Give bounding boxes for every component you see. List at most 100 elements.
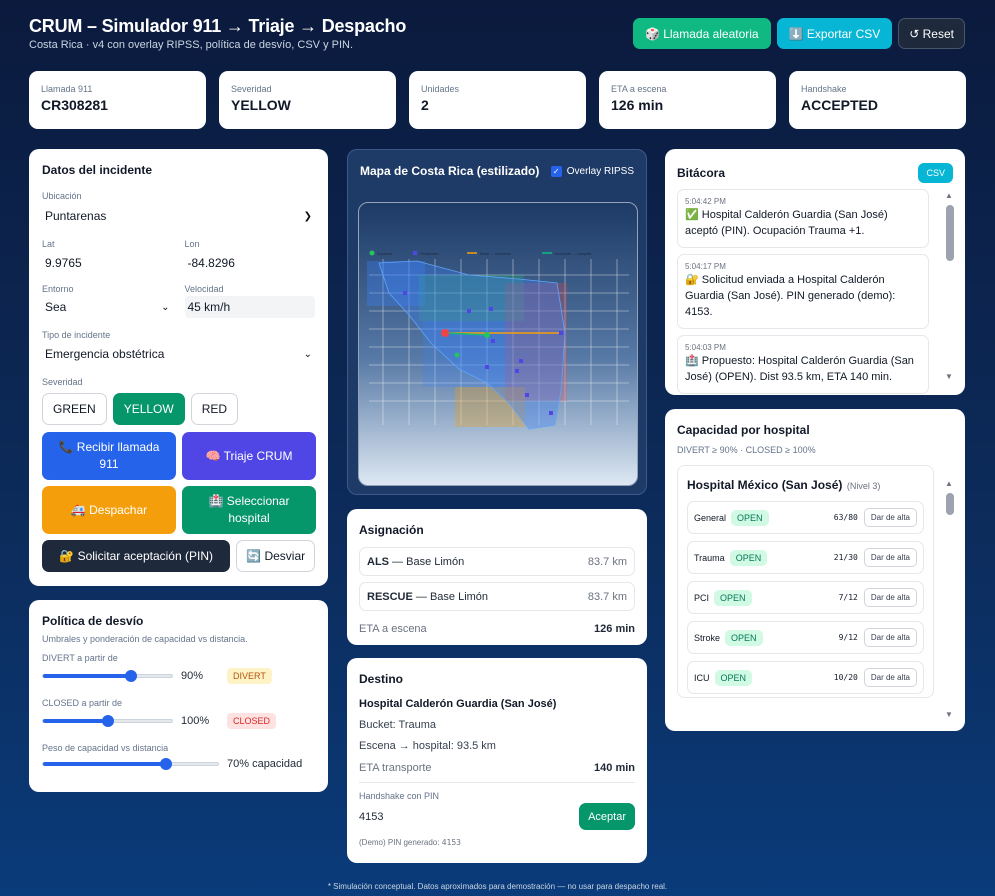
status-badge: OPEN xyxy=(725,629,763,646)
location-select[interactable]: Puntarenas ❯ xyxy=(42,205,315,227)
lat-input[interactable]: 9.9765 xyxy=(42,252,173,274)
dept-ratio: 7/12 xyxy=(838,593,858,602)
legend-incident-label: Sucesos xyxy=(377,251,392,256)
closed-slider-fill xyxy=(43,719,108,723)
request-pin-button[interactable]: 🔐 Solicitar aceptación (PIN) xyxy=(42,540,231,572)
hospital-name: Hospital México (San José) xyxy=(687,478,843,492)
discharge-button[interactable]: Dar de alta xyxy=(863,508,917,527)
dept-name: PCI xyxy=(694,592,710,603)
dispatch-button[interactable]: 🚑 Despachar xyxy=(42,486,176,534)
discharge-button[interactable]: Dar de alta xyxy=(863,628,917,647)
weight-slider[interactable] xyxy=(42,758,219,770)
incident-title: Datos del incidente xyxy=(42,163,153,177)
incident-type-select[interactable]: Emergencia obstétrica ⌄ xyxy=(42,343,315,365)
capacity-scrollbar[interactable]: ▲ ▼ xyxy=(944,479,954,719)
closed-slider-knob[interactable] xyxy=(101,715,114,727)
scene-to-hospital: Escena → hospital: 93.5 km xyxy=(359,740,496,752)
unit-row: ALS — Base Limón 83.7 km xyxy=(359,547,635,576)
speed-value: 45 km/h xyxy=(187,300,231,314)
export-csv-button[interactable]: ⬇️ Exportar CSV xyxy=(776,18,893,49)
incident-type-value: Emergencia obstétrica xyxy=(45,347,165,361)
speed-input[interactable]: 45 km/h xyxy=(184,296,315,318)
closed-slider[interactable] xyxy=(42,715,173,727)
legend-hospital-icon xyxy=(413,251,417,255)
lat-value: 9.9765 xyxy=(45,256,82,270)
map-card: Mapa de Costa Rica (estilizado) ✓ Overla… xyxy=(347,149,647,495)
transport-eta-label: ETA transporte xyxy=(359,762,432,774)
pin-note: (Demo) PIN generado: 4153 xyxy=(359,838,635,847)
severity-yellow-button[interactable]: YELLOW xyxy=(112,393,185,425)
lon-input[interactable]: -84.8296 xyxy=(185,252,316,274)
log-scrollbar[interactable]: ▲ ▼ xyxy=(944,191,954,381)
weight-slider-knob[interactable] xyxy=(159,758,172,770)
assignment-eta-value: 126 min xyxy=(594,623,635,635)
discharge-button[interactable]: Dar de alta xyxy=(863,588,917,607)
discharge-button[interactable]: Dar de alta xyxy=(863,548,917,567)
weight-value: 70% capacidad xyxy=(227,758,303,770)
speed-label: Velocidad xyxy=(184,284,224,294)
unit-distance: 83.7 km xyxy=(587,590,627,603)
hospital-destination-marker[interactable] xyxy=(484,332,490,338)
status-badge: OPEN xyxy=(714,669,753,686)
severity-toggle-group: GREEN YELLOW RED xyxy=(42,393,315,425)
log-card: Bitácora CSV 5:04:42 PM ✅ Hospital Calde… xyxy=(665,149,965,395)
log-csv-button[interactable]: CSV xyxy=(918,163,953,183)
dept-row: PCI OPEN 7/12 Dar de alta xyxy=(687,581,924,614)
log-time: 5:04:17 PM xyxy=(685,261,726,271)
reset-button[interactable]: ↺ Reset xyxy=(898,18,965,49)
scroll-thumb[interactable] xyxy=(946,205,954,261)
severity-red-button[interactable]: RED xyxy=(190,393,239,425)
severity-label: Severidad xyxy=(42,377,83,387)
map-canvas[interactable]: Sucesos Hospitales Base → incidente Inci… xyxy=(358,202,638,486)
divert-value: 90% xyxy=(181,670,204,682)
log-list: 5:04:42 PM ✅ Hospital Calderón Guardia (… xyxy=(677,189,953,394)
triage-button[interactable]: 🧠 Triaje CRUM xyxy=(182,432,316,480)
checkbox-checked-icon[interactable]: ✓ xyxy=(550,165,562,177)
stat-label: Llamada 911 xyxy=(41,84,93,94)
legend-incident-icon xyxy=(369,250,375,256)
overlay-ripss-toggle[interactable]: ✓ Overlay RIPSS xyxy=(550,165,634,177)
divert-badge: DIVERT xyxy=(227,668,272,684)
incident-marker[interactable] xyxy=(441,329,449,337)
severity-green-button[interactable]: GREEN xyxy=(42,393,107,425)
closed-badge: CLOSED xyxy=(227,713,277,729)
unit-type: ALS xyxy=(367,555,389,568)
env-select[interactable]: Sea ⌄ xyxy=(42,296,173,318)
stat-call: Llamada 911 CR308281 xyxy=(29,71,206,129)
location-value: Puntarenas xyxy=(45,209,107,223)
accept-button[interactable]: Aceptar xyxy=(579,803,635,830)
stat-severity: Severidad YELLOW xyxy=(219,71,396,129)
scroll-down-icon[interactable]: ▼ xyxy=(945,372,953,381)
policy-subtitle: Umbrales y ponderación de capacidad vs d… xyxy=(42,634,248,644)
random-call-button[interactable]: 🎲 Llamada aleatoria xyxy=(632,18,771,49)
lon-value: -84.8296 xyxy=(187,256,235,270)
scroll-up-icon[interactable]: ▲ xyxy=(945,479,953,488)
divert-slider[interactable] xyxy=(42,670,173,682)
scroll-down-icon[interactable]: ▼ xyxy=(945,710,953,719)
map-title: Mapa de Costa Rica (estilizado) xyxy=(360,164,540,178)
handshake-label: Handshake con PIN xyxy=(359,791,440,801)
scroll-up-icon[interactable]: ▲ xyxy=(945,191,953,200)
map-svg: Sucesos Hospitales Base → incidente Inci… xyxy=(367,250,629,430)
receive-call-button[interactable]: 📞 Recibir llamada 911 xyxy=(42,432,176,480)
capacity-card: Capacidad por hospital DIVERT ≥ 90% · CL… xyxy=(665,409,965,731)
discharge-button[interactable]: Dar de alta xyxy=(863,668,917,687)
dept-ratio: 9/12 xyxy=(838,633,858,642)
divert-slider-knob[interactable] xyxy=(124,670,137,682)
unit-type: RESCUE xyxy=(367,590,413,603)
pin-input[interactable]: 4153 xyxy=(359,810,384,823)
stat-value: YELLOW xyxy=(231,97,291,113)
log-entry: 5:04:42 PM ✅ Hospital Calderón Guardia (… xyxy=(677,189,929,248)
scroll-thumb[interactable] xyxy=(946,493,954,515)
log-entry: 5:04:03 PM 🏥 Propuesto: Hospital Calderó… xyxy=(677,334,929,394)
lat-label: Lat xyxy=(42,239,55,249)
weight-label: Peso de capacidad vs distancia xyxy=(42,743,169,753)
destination-title: Destino xyxy=(359,672,404,686)
stat-value: 126 min xyxy=(611,97,664,113)
select-hospital-button[interactable]: 🏥 Seleccionar hospital xyxy=(182,486,316,534)
dept-row: Trauma OPEN 21/30 Dar de alta xyxy=(687,541,924,574)
base-marker xyxy=(454,352,460,358)
env-value: Sea xyxy=(45,300,67,314)
divert-button[interactable]: 🔄 Desviar xyxy=(236,540,315,572)
legend-hospital-label: Hospitales xyxy=(420,251,439,256)
